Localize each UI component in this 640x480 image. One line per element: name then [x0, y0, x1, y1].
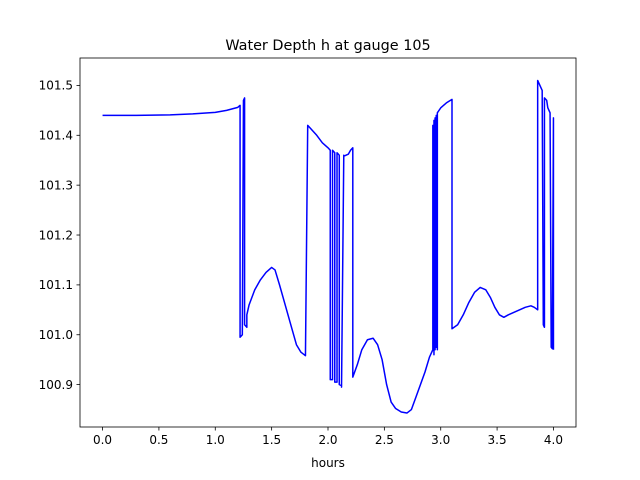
y-tick-label: 101.2	[39, 228, 73, 242]
x-axis-label: hours	[311, 456, 345, 470]
x-tick-label: 4.0	[544, 433, 563, 447]
y-axis: 100.9 101.0 101.1 101.2 101.3 101.4 101.5	[39, 79, 80, 392]
x-axis: 0.0 0.5 1.0 1.5 2.0 2.5 3.0 3.5 4.0	[93, 427, 563, 447]
x-tick-label: 3.5	[488, 433, 507, 447]
y-tick-label: 100.9	[39, 378, 73, 392]
x-tick-label: 0.0	[93, 433, 112, 447]
y-tick-label: 101.3	[39, 178, 73, 192]
x-tick-label: 1.0	[206, 433, 225, 447]
chart-title: Water Depth h at gauge 105	[225, 38, 430, 54]
y-tick-label: 101.0	[39, 328, 73, 342]
x-tick-label: 3.0	[431, 433, 450, 447]
y-tick-label: 101.5	[39, 79, 73, 93]
series-layer	[102, 79, 555, 414]
x-tick-label: 1.5	[262, 433, 281, 447]
series-line	[102, 79, 555, 414]
y-tick-label: 101.4	[39, 129, 73, 143]
x-tick-label: 2.0	[318, 433, 337, 447]
y-tick-label: 101.1	[39, 278, 73, 292]
x-tick-label: 2.5	[375, 433, 394, 447]
x-tick-label: 0.5	[149, 433, 168, 447]
